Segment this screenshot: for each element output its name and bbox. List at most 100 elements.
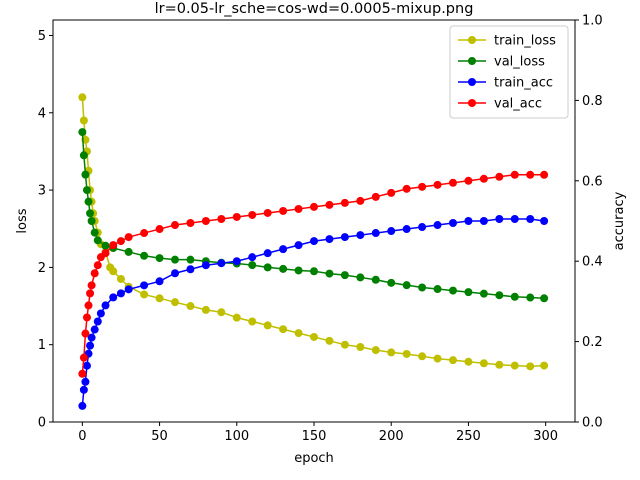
data-point — [340, 271, 349, 280]
legend-marker — [468, 57, 476, 65]
data-point — [90, 228, 99, 237]
data-point — [155, 254, 164, 263]
data-point — [526, 362, 535, 371]
x-tick-label: 0 — [78, 429, 86, 444]
data-point — [340, 233, 349, 242]
data-point — [356, 343, 365, 352]
series-val-acc — [78, 170, 549, 378]
data-point — [387, 188, 396, 197]
data-point — [433, 285, 442, 294]
legend-label: train_acc — [494, 76, 553, 91]
data-point — [371, 229, 380, 238]
data-point — [82, 361, 91, 370]
data-point — [93, 317, 102, 326]
data-point — [171, 269, 180, 278]
data-point — [171, 221, 180, 230]
data-point — [402, 349, 411, 358]
data-point — [464, 357, 473, 366]
data-point — [510, 361, 519, 370]
data-point — [101, 249, 110, 258]
data-point — [356, 196, 365, 205]
data-point — [87, 333, 96, 342]
legend: train_loss val_loss train_acc val_acc — [449, 25, 569, 119]
data-point — [387, 348, 396, 357]
data-point — [448, 178, 457, 187]
data-point — [186, 265, 195, 274]
data-point — [79, 385, 88, 394]
data-point — [78, 401, 87, 410]
data-point — [93, 261, 102, 270]
data-point — [495, 172, 504, 181]
data-point — [124, 285, 133, 294]
data-point — [279, 325, 288, 334]
data-point — [79, 116, 88, 125]
data-point — [310, 237, 318, 246]
y-axis-right-title: accuracy — [612, 191, 627, 250]
data-point — [279, 264, 288, 273]
data-point — [81, 377, 90, 386]
data-point — [248, 261, 257, 270]
data-point — [140, 229, 149, 238]
data-point — [479, 174, 488, 183]
data-point — [495, 214, 504, 223]
y-left-tick-label: 1 — [38, 338, 46, 353]
data-point — [279, 245, 288, 254]
data-point — [232, 257, 241, 266]
data-point — [418, 182, 427, 191]
data-point — [79, 353, 88, 362]
data-point — [540, 361, 549, 370]
y-right-tick-label: 0.2 — [582, 335, 603, 350]
data-point — [82, 313, 91, 322]
data-point — [263, 249, 272, 258]
data-point — [155, 225, 164, 234]
data-point — [86, 289, 95, 298]
y-axis-left-title: loss — [15, 208, 30, 233]
data-point — [101, 301, 110, 310]
y-left-tick-label: 3 — [38, 184, 46, 199]
data-point — [140, 251, 149, 260]
data-point — [356, 273, 365, 282]
data-point — [371, 346, 380, 355]
data-point — [109, 241, 118, 250]
data-point — [495, 291, 504, 300]
legend-marker — [468, 99, 476, 107]
data-point — [540, 170, 549, 179]
data-point — [124, 233, 133, 242]
data-point — [82, 186, 91, 195]
data-point — [510, 214, 519, 223]
legend-item: val_loss — [458, 55, 545, 70]
data-point — [325, 269, 334, 278]
data-point — [79, 151, 88, 160]
y-left-tick-label: 0 — [38, 416, 46, 431]
data-point — [310, 267, 318, 276]
data-point — [294, 329, 303, 338]
legend-item: val_acc — [458, 97, 542, 112]
data-point — [464, 288, 473, 297]
data-point — [325, 200, 334, 209]
data-point — [325, 336, 334, 345]
data-point — [81, 329, 90, 338]
data-point — [263, 321, 272, 330]
data-point — [402, 281, 411, 290]
y-right-tick-label: 1.0 — [582, 14, 603, 29]
data-point — [96, 309, 105, 318]
data-point — [371, 192, 380, 201]
data-point — [495, 360, 504, 369]
data-point — [402, 184, 411, 193]
data-point — [171, 298, 180, 307]
y-left-tick-label: 4 — [38, 106, 46, 121]
data-point — [387, 278, 396, 287]
data-point — [232, 313, 241, 322]
legend-marker — [468, 36, 476, 44]
data-point — [78, 93, 87, 102]
x-tick-label: 200 — [379, 429, 404, 444]
data-point — [387, 227, 396, 236]
data-point — [201, 305, 210, 314]
y-right-tick-label: 0.0 — [582, 416, 603, 431]
data-point — [510, 292, 519, 301]
data-point — [87, 281, 96, 290]
data-point — [201, 217, 210, 225]
data-point — [356, 231, 365, 240]
legend-label: val_acc — [494, 97, 542, 112]
y-right-tick-label: 0.6 — [582, 174, 603, 189]
